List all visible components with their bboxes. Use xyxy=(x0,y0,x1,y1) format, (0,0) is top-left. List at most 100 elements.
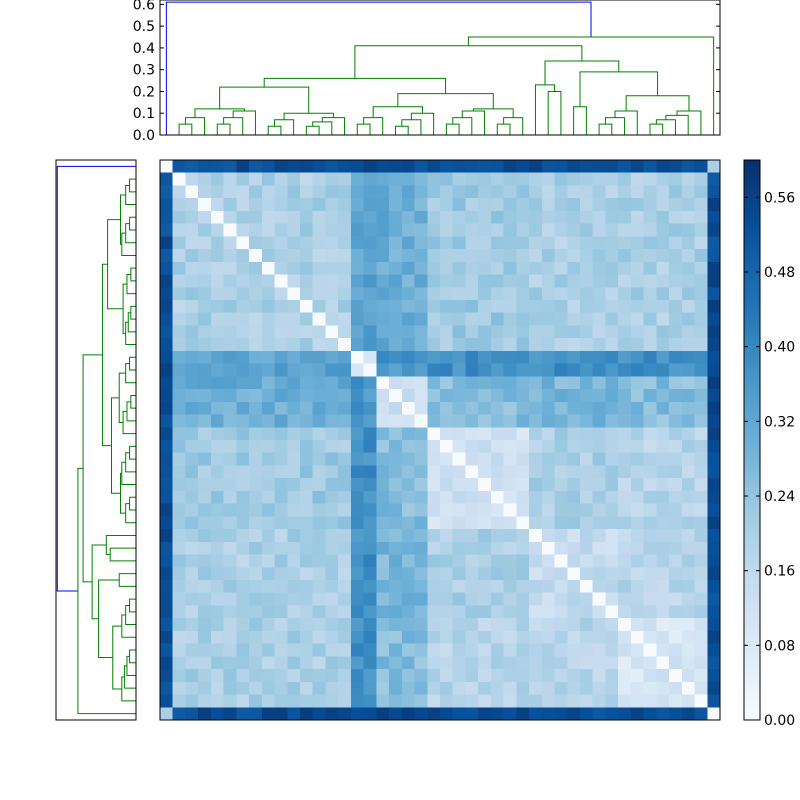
heatmap-cell xyxy=(223,325,237,339)
heatmap-cell xyxy=(490,249,505,263)
dendrogram-link xyxy=(274,119,295,135)
heatmap-cell xyxy=(287,643,301,657)
heatmap-cell xyxy=(185,401,199,415)
heatmap-cell xyxy=(490,312,505,326)
colorbar-tick-label: 0.00 xyxy=(764,713,795,729)
heatmap-cell xyxy=(440,325,454,339)
heatmap-cell xyxy=(287,236,301,250)
heatmap-cell xyxy=(401,172,415,186)
heatmap-cell xyxy=(363,198,377,212)
heatmap-cell xyxy=(223,478,237,492)
heatmap-cell xyxy=(478,643,492,657)
heatmap-cell xyxy=(516,376,530,390)
heatmap-cell xyxy=(707,669,721,683)
heatmap-cell xyxy=(312,300,326,314)
heatmap-cell xyxy=(185,694,199,708)
heatmap-cell xyxy=(160,236,174,250)
heatmap-cell xyxy=(630,490,645,505)
heatmap-cell xyxy=(172,618,186,632)
heatmap-cell xyxy=(630,236,645,250)
heatmap-cell xyxy=(681,223,695,237)
heatmap-cell xyxy=(567,223,581,237)
heatmap-cell xyxy=(185,160,199,174)
heatmap-cell xyxy=(643,669,657,683)
heatmap-cell xyxy=(389,554,403,568)
heatmap-cell xyxy=(198,300,212,314)
heatmap-cell xyxy=(198,236,212,250)
heatmap-cell xyxy=(287,325,301,339)
heatmap-cell xyxy=(452,452,466,466)
heatmap-cell xyxy=(261,198,275,212)
heatmap-cell xyxy=(287,567,301,581)
heatmap-cell xyxy=(567,605,581,619)
heatmap-cell xyxy=(363,363,377,377)
heatmap-cell xyxy=(185,427,199,441)
heatmap-cell xyxy=(681,198,695,212)
heatmap-cell xyxy=(185,440,199,454)
heatmap-cell xyxy=(592,325,606,339)
heatmap-cell xyxy=(605,376,619,390)
heatmap-cell xyxy=(503,605,517,619)
heatmap-cell xyxy=(580,274,594,288)
heatmap-cell xyxy=(580,389,594,403)
heatmap-cell xyxy=(312,541,326,555)
heatmap-cell xyxy=(694,656,708,670)
heatmap-cell xyxy=(210,287,225,301)
dendrogram-link xyxy=(452,117,473,135)
heatmap-cell xyxy=(389,287,403,301)
heatmap-cell xyxy=(618,338,632,352)
heatmap-cell xyxy=(249,503,263,517)
heatmap-cell xyxy=(440,160,454,174)
heatmap-cell xyxy=(529,376,543,390)
heatmap-cell xyxy=(350,325,365,339)
heatmap-cell xyxy=(580,249,594,263)
heatmap-cell xyxy=(452,554,466,568)
dendrogram-link xyxy=(178,123,193,135)
heatmap-cell xyxy=(160,325,174,339)
heatmap-cell xyxy=(452,503,466,517)
heatmap-cell xyxy=(198,338,212,352)
heatmap-cell xyxy=(440,618,454,632)
heatmap-cell xyxy=(669,160,683,174)
heatmap-cell xyxy=(172,656,186,670)
heatmap-cell xyxy=(401,567,415,581)
heatmap-cell xyxy=(389,401,403,415)
heatmap-cell xyxy=(516,160,530,174)
heatmap-cell xyxy=(541,554,555,568)
heatmap-cell xyxy=(592,554,606,568)
heatmap-cell xyxy=(452,363,466,377)
heatmap-cell xyxy=(300,541,314,555)
heatmap-cell xyxy=(376,656,390,670)
heatmap-cell xyxy=(312,605,326,619)
heatmap-cell xyxy=(490,503,505,517)
dendrogram-link xyxy=(184,117,206,135)
heatmap-cell xyxy=(605,490,619,505)
heatmap-cell xyxy=(210,516,225,530)
heatmap-cell xyxy=(274,503,288,517)
heatmap-cell xyxy=(440,236,454,250)
heatmap-cell xyxy=(172,630,186,645)
heatmap-cell xyxy=(160,669,174,683)
heatmap-cell xyxy=(656,274,670,288)
heatmap-cell xyxy=(249,592,263,606)
heatmap-cell xyxy=(414,567,428,581)
heatmap-cell xyxy=(312,478,326,492)
heatmap-cell xyxy=(707,401,721,415)
heatmap-cell xyxy=(287,223,301,237)
dendrogram-link xyxy=(107,219,124,310)
heatmap-cell xyxy=(249,312,263,326)
heatmap-cell xyxy=(427,249,441,263)
heatmap-cell xyxy=(338,338,352,352)
heatmap-cell xyxy=(503,618,517,632)
heatmap-cell xyxy=(261,478,275,492)
dendrogram-link xyxy=(126,274,136,295)
dendrogram-link xyxy=(110,397,121,494)
heatmap-cell xyxy=(567,656,581,670)
heatmap-cell xyxy=(249,669,263,683)
heatmap-cell xyxy=(389,389,403,403)
heatmap-cell xyxy=(338,694,352,708)
heatmap-cell xyxy=(363,567,377,581)
heatmap-cell xyxy=(643,656,657,670)
heatmap-cell xyxy=(567,287,581,301)
heatmap-cell xyxy=(198,440,212,454)
